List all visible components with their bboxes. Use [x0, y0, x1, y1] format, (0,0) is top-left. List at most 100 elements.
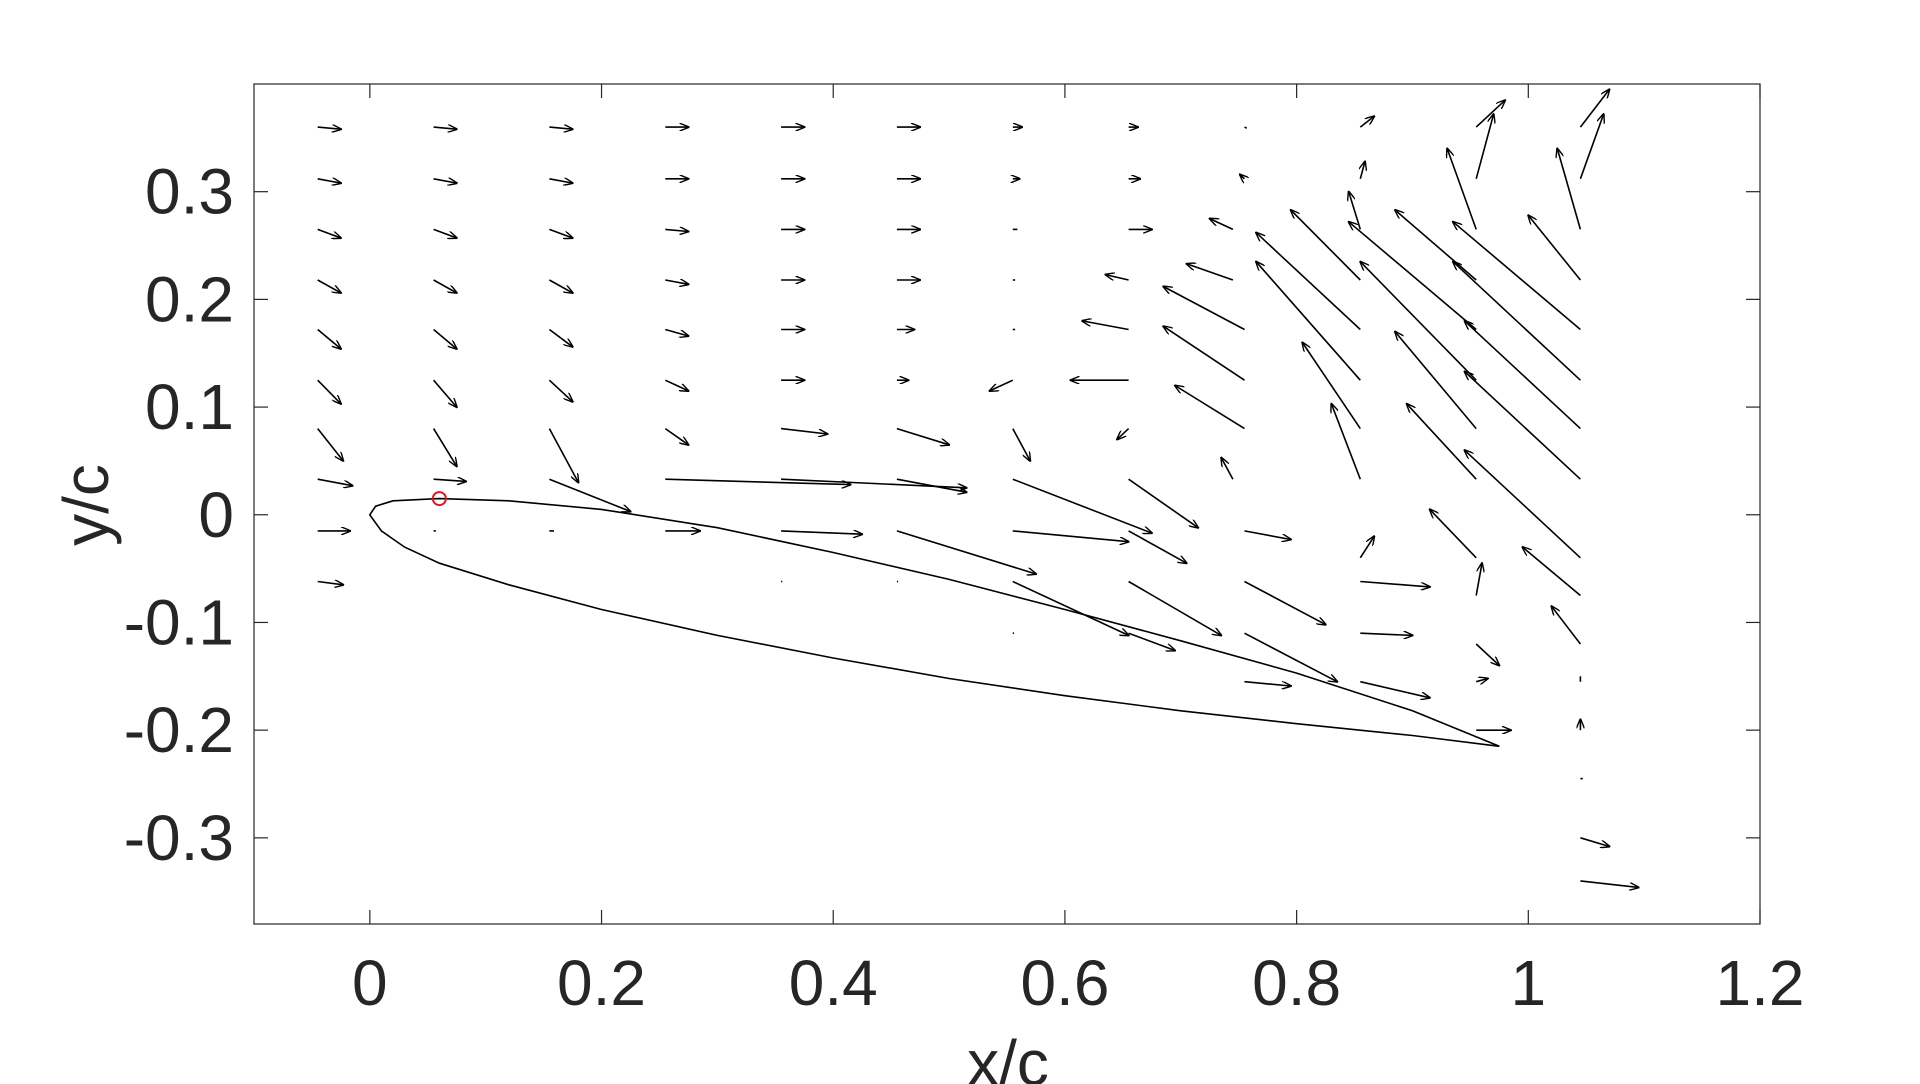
velocity-vector: [549, 478, 630, 511]
velocity-vector: [317, 328, 341, 349]
velocity-vector: [1012, 530, 1129, 542]
velocity-vector: [1244, 680, 1291, 686]
velocity-vector: [1331, 404, 1362, 480]
velocity-vector: [549, 228, 572, 238]
velocity-vector: [433, 328, 457, 349]
velocity-vector: [1302, 343, 1361, 430]
velocity-vector: [1256, 262, 1361, 381]
velocity-vector: [1580, 880, 1638, 888]
velocity-vector: [1475, 643, 1499, 666]
y-tick-label: -0.2: [124, 694, 234, 766]
y-axis: 0.3 0.2 0.1 0 -0.1 -0.2 -0.3: [124, 156, 1760, 874]
velocity-vector: [896, 530, 1036, 574]
x-tick-label: 0.6: [1020, 947, 1109, 1019]
y-tick-label: 0.3: [145, 156, 234, 228]
velocity-vector: [990, 379, 1014, 391]
velocity-vector: [1349, 192, 1362, 230]
velocity-vector: [317, 228, 341, 238]
velocity-vector: [665, 328, 688, 337]
velocity-vector: [317, 379, 341, 404]
velocity-vector: [317, 179, 341, 183]
velocity-vector: [317, 582, 344, 585]
velocity-vector: [549, 127, 572, 129]
velocity-vector: [1012, 428, 1030, 461]
y-tick-label: 0: [198, 479, 234, 551]
velocity-vector: [1244, 632, 1338, 682]
velocity-vector: [433, 279, 457, 293]
velocity-vector: [433, 127, 457, 129]
y-axis-label: y/c: [50, 464, 122, 546]
x-axis: 0 0.2 0.4 0.6 0.8 1 1.2: [352, 84, 1804, 1019]
velocity-vector: [1106, 275, 1129, 281]
velocity-vector: [1447, 149, 1477, 230]
y-tick-label: 0.1: [145, 371, 234, 443]
velocity-vector: [1557, 149, 1582, 230]
velocity-vector: [1552, 606, 1582, 645]
velocity-vector: [549, 279, 572, 293]
velocity-vector: [1453, 262, 1581, 381]
velocity-vector: [1163, 326, 1245, 381]
x-tick-label: 1: [1511, 947, 1547, 1019]
vector-field: [317, 89, 1639, 888]
velocity-vector: [781, 427, 827, 434]
velocity-vector: [1465, 450, 1581, 559]
velocity-vector: [548, 379, 572, 402]
velocity-vector: [1475, 679, 1488, 682]
velocity-vector: [896, 478, 967, 492]
velocity-vector: [1128, 478, 1199, 528]
x-tick-label: 0: [352, 947, 388, 1019]
velocity-vector: [1580, 837, 1609, 847]
velocity-vector: [433, 179, 457, 183]
velocity-vector: [1163, 287, 1245, 331]
y-tick-label: 0.2: [145, 263, 234, 335]
velocity-vector: [1240, 175, 1245, 179]
velocity-vector: [1528, 215, 1582, 281]
velocity-vector: [1395, 210, 1477, 281]
velocity-vector: [1360, 633, 1412, 635]
y-tick-label: -0.1: [124, 586, 234, 658]
velocity-vector: [1360, 262, 1477, 381]
velocity-vector: [1117, 428, 1130, 440]
velocity-vector: [1244, 530, 1291, 540]
x-tick-label: 0.8: [1252, 947, 1341, 1019]
velocity-vector: [1465, 321, 1581, 430]
x-axis-label: x/c: [967, 1027, 1049, 1084]
velocity-vector: [433, 479, 466, 481]
velocity-vector: [433, 228, 457, 238]
x-tick-label: 1.2: [1716, 947, 1805, 1019]
velocity-vector: [1210, 219, 1234, 231]
velocity-vector: [1407, 404, 1477, 480]
velocity-vector: [1012, 478, 1152, 533]
velocity-vector: [1244, 126, 1248, 129]
velocity-vector: [1475, 563, 1482, 596]
x-tick-label: 0.2: [557, 947, 646, 1019]
velocity-vector: [1579, 114, 1603, 180]
velocity-vector: [432, 379, 457, 407]
velocity-vector: [1128, 530, 1187, 563]
velocity-vector: [1291, 210, 1361, 281]
velocity-vector: [1128, 632, 1175, 650]
velocity-vector: [1244, 580, 1326, 625]
velocity-vector: [317, 478, 353, 486]
velocity-vector: [665, 478, 850, 484]
velocity-vector: [1523, 547, 1581, 597]
velocity-vector: [1453, 222, 1581, 331]
velocity-vector: [1256, 233, 1361, 331]
velocity-vector: [1359, 116, 1374, 128]
velocity-vector: [1221, 458, 1234, 480]
reference-marker: [431, 491, 447, 507]
velocity-vector: [665, 229, 688, 231]
y-tick-label: -0.3: [124, 802, 234, 874]
velocity-vector: [1475, 114, 1493, 180]
velocity-vector: [1187, 264, 1234, 281]
x-tick-label: 0.4: [789, 947, 878, 1019]
velocity-vector: [317, 428, 344, 461]
velocity-vector: [1430, 509, 1477, 559]
velocity-vector: [664, 379, 688, 391]
velocity-vector: [1360, 580, 1430, 587]
velocity-vector: [664, 427, 688, 445]
velocity-vector: [1128, 580, 1222, 636]
velocity-vector: [1360, 162, 1365, 180]
velocity-vector: [317, 279, 341, 293]
